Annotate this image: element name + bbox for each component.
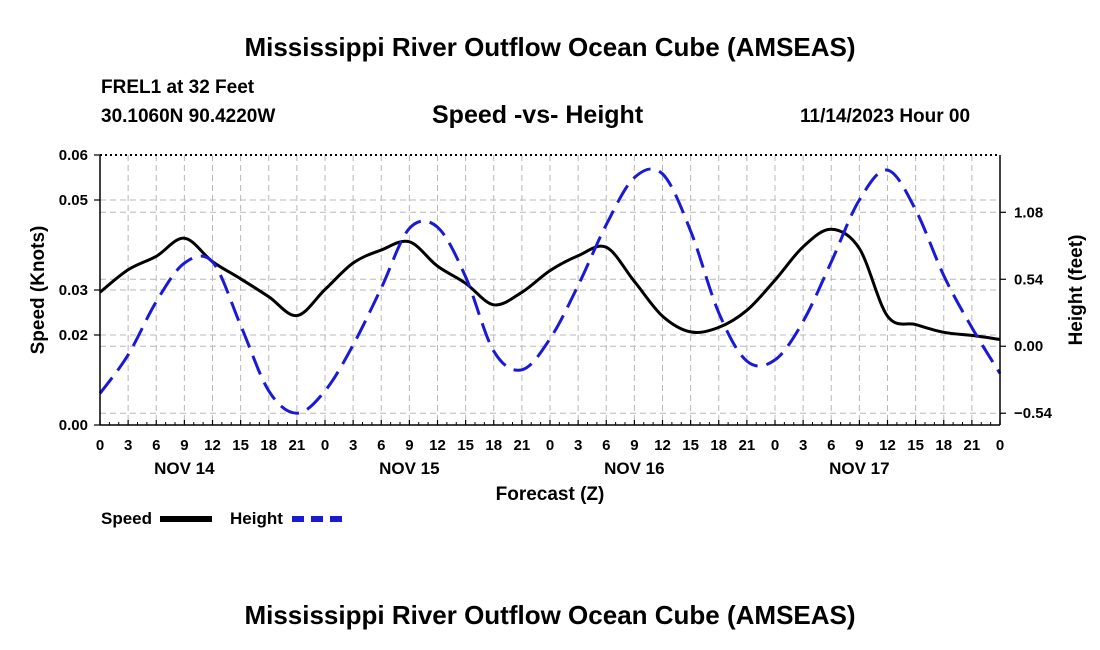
x-tick-label: 3	[574, 437, 582, 454]
label-layer: 0 3 6 9 12 15 18 21 0 3 6 9 12 15 18 21 0 3 6 9 12 15 18 21 0 3 6 9…	[28, 147, 1087, 505]
day-label: NOV 16	[604, 459, 664, 478]
y2-tick-label: −0.54	[1014, 405, 1053, 422]
day-label: NOV 14	[154, 459, 215, 478]
x-tick-label: 9	[405, 437, 413, 454]
x-tick-label: 6	[827, 437, 835, 454]
x-tick-label: 12	[204, 437, 221, 454]
y2-tick-label: 0.00	[1014, 338, 1043, 355]
y-tick-label: 0.05	[59, 192, 88, 209]
x-tick-label: 15	[457, 437, 474, 454]
x-tick-label: 21	[964, 437, 981, 454]
x-tick-label: 15	[682, 437, 699, 454]
x-tick-label: 15	[907, 437, 924, 454]
x-tick-label: 3	[124, 437, 132, 454]
issued-time: 11/14/2023 Hour 00	[800, 106, 971, 127]
x-tick-label: 6	[602, 437, 610, 454]
y-tick-label: 0.06	[59, 147, 88, 164]
station-location: 30.1060N 90.4220W	[101, 106, 276, 127]
axes-layer	[94, 154, 1006, 426]
x-tick-label: 0	[771, 437, 779, 454]
x-tick-label: 3	[349, 437, 357, 454]
x-tick-label: 3	[799, 437, 807, 454]
legend-speed-swatch	[160, 516, 212, 522]
day-label: NOV 15	[379, 459, 439, 478]
x-tick-label: 21	[739, 437, 756, 454]
y-tick-label: 0.02	[59, 327, 88, 344]
y2-tick-label: 1.08	[1014, 204, 1043, 221]
x-tick-label: 21	[289, 437, 306, 454]
x-tick-label: 9	[180, 437, 188, 454]
y2-tick-label: 0.54	[1014, 271, 1044, 288]
x-tick-label: 9	[630, 437, 638, 454]
x-tick-label: 0	[996, 437, 1004, 454]
series-layer	[98, 167, 1002, 415]
x-tick-label: 18	[485, 437, 502, 454]
x-tick-label: 18	[260, 437, 277, 454]
footer-title: Mississippi River Outflow Ocean Cube (AM…	[244, 600, 856, 630]
y-tick-label: 0.03	[59, 282, 88, 299]
station-name: FREL1 at 32 Feet	[101, 77, 255, 98]
x-tick-label: 0	[321, 437, 329, 454]
x-tick-label: 12	[879, 437, 896, 454]
x-tick-label: 9	[855, 437, 863, 454]
legend-height-swatch	[292, 516, 342, 522]
legend-speed-label: Speed	[101, 509, 153, 528]
grid-layer	[100, 155, 1000, 425]
x-tick-label: 6	[377, 437, 385, 454]
x-tick-label: 6	[152, 437, 160, 454]
x-axis-title: Forecast (Z)	[496, 484, 605, 505]
x-tick-label: 0	[546, 437, 554, 454]
x-tick-label: 21	[514, 437, 531, 454]
y2-axis-title: Height (feet)	[1066, 235, 1087, 346]
x-tick-label: 12	[429, 437, 446, 454]
x-tick-label: 15	[232, 437, 249, 454]
speed-series-line	[99, 227, 1001, 341]
x-tick-label: 18	[935, 437, 952, 454]
legend-height-label: Height	[230, 509, 283, 528]
x-tick-label: 18	[710, 437, 727, 454]
y-tick-label: 0.00	[59, 417, 88, 434]
x-tick-label: 12	[654, 437, 671, 454]
page-title: Mississippi River Outflow Ocean Cube (AM…	[244, 32, 856, 62]
x-tick-label: 0	[96, 437, 104, 454]
y-axis-title: Speed (Knots)	[28, 226, 49, 355]
chart-title: Speed -vs- Height	[432, 101, 644, 129]
day-label: NOV 17	[829, 459, 889, 478]
